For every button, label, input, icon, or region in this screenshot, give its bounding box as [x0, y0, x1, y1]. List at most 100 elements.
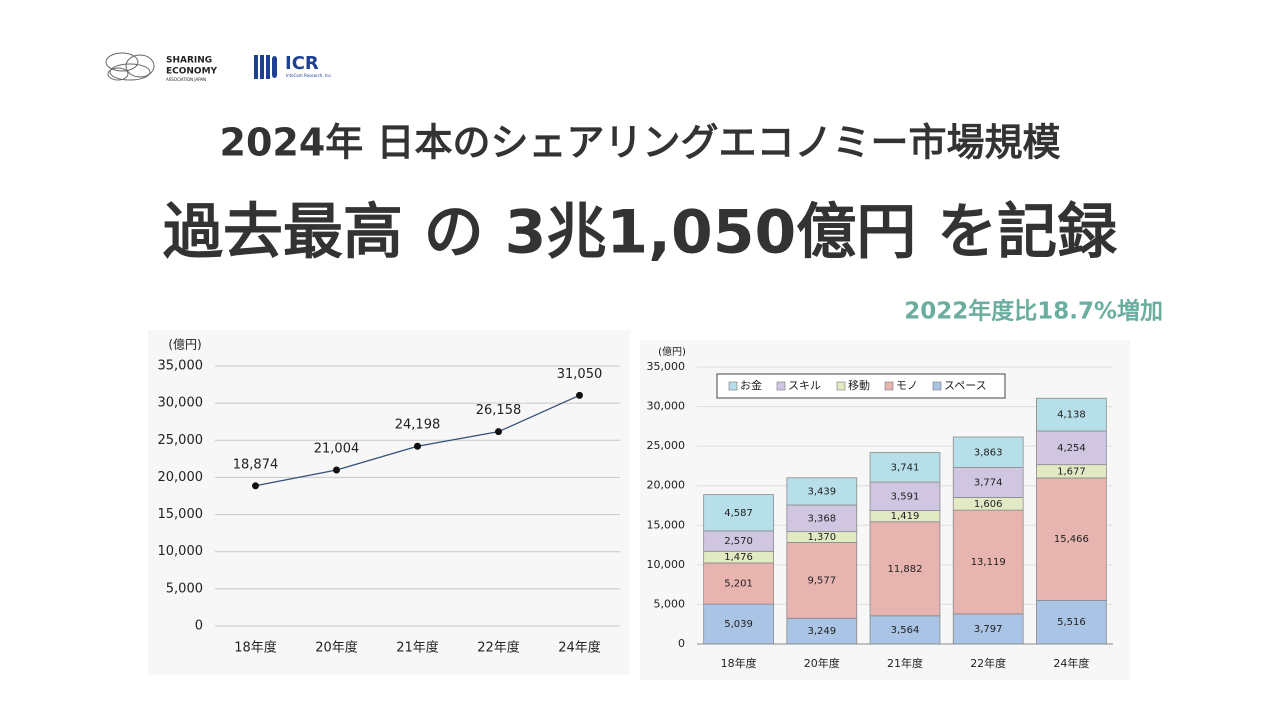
- x-tick-label: 18年度: [721, 656, 757, 670]
- legend-label: スキル: [788, 379, 821, 392]
- bar-segment: [703, 562, 774, 605]
- logo-icr-sub: InfoCom Research, Inc.: [286, 73, 332, 78]
- x-tick-label: 20年度: [315, 640, 358, 656]
- marker: [333, 466, 340, 474]
- data-label: 9,577: [807, 575, 836, 586]
- data-label: 3,741: [891, 462, 920, 473]
- x-tick-label: 22年度: [970, 656, 1006, 670]
- marker: [576, 391, 583, 399]
- data-label: 3,564: [891, 625, 920, 636]
- bar-segment: [952, 613, 1024, 645]
- bar-segment: [869, 452, 941, 483]
- legend-swatch: [884, 381, 894, 391]
- legend-label: モノ: [896, 379, 918, 392]
- y-tick-label: 20,000: [158, 470, 204, 485]
- bar-segment: [703, 494, 774, 532]
- logo-text: ECONOMY: [166, 67, 218, 77]
- logo-icr: ICR: [285, 53, 319, 74]
- data-label: 3,439: [807, 486, 836, 497]
- y-tick-label: 5,000: [166, 581, 203, 596]
- data-label: 4,138: [1057, 410, 1086, 421]
- bar-segment: [869, 521, 941, 617]
- bar-segment: [1036, 397, 1107, 432]
- y-tick-label: 0: [678, 637, 685, 650]
- y-tick-label: 10,000: [647, 558, 686, 571]
- data-label: 1,419: [891, 511, 920, 522]
- legend-box: [716, 373, 1006, 399]
- data-label: 3,591: [891, 491, 920, 502]
- bar-segment: [869, 615, 941, 645]
- bar-segment: [786, 504, 858, 533]
- data-label: 3,797: [974, 624, 1003, 635]
- logo-text: ASSOCIATION JAPAN: [166, 77, 206, 82]
- logo-sharing-economy: [105, 52, 155, 81]
- bar-segment: [1036, 477, 1107, 601]
- y-axis-label: (億円): [168, 338, 201, 352]
- y-axis-label: (億円): [658, 345, 686, 358]
- data-label: 26,158: [476, 403, 522, 418]
- data-label: 3,774: [974, 477, 1003, 488]
- data-label: 3,863: [974, 447, 1003, 458]
- y-tick-label: 10,000: [158, 544, 204, 559]
- legend-swatch: [932, 381, 942, 391]
- legend-label: お金: [740, 378, 762, 392]
- y-tick-label: 30,000: [158, 396, 204, 411]
- chart-background: [148, 330, 630, 675]
- data-label: 1,606: [974, 499, 1003, 510]
- y-tick-label: 35,000: [158, 359, 204, 374]
- y-tick-label: 25,000: [158, 433, 204, 448]
- bar-segment: [869, 481, 941, 511]
- x-tick-label: 21年度: [396, 640, 439, 656]
- data-label: 24,198: [395, 418, 441, 433]
- data-label: 4,587: [724, 508, 753, 519]
- logo-icr-mark: [254, 55, 277, 79]
- data-label: 21,004: [314, 441, 360, 456]
- data-label: 1,370: [807, 532, 836, 543]
- y-tick-label: 30,000: [647, 400, 686, 413]
- x-tick-label: 18年度: [234, 640, 277, 656]
- y-tick-label: 5,000: [654, 597, 686, 610]
- headline: 過去最高 の 3兆1,050億円 を記録: [163, 198, 1118, 268]
- bar-segment: [1036, 599, 1107, 645]
- x-tick-label: 21年度: [887, 656, 923, 670]
- data-label: 3,368: [807, 513, 836, 524]
- x-tick-label: 20年度: [804, 656, 840, 670]
- bar-segment: [952, 509, 1024, 615]
- data-label: 5,201: [724, 579, 753, 590]
- legend-label: 移動: [848, 378, 870, 392]
- subtitle: 2022年度比18.7%増加: [904, 298, 1163, 325]
- bar-segment: [786, 617, 858, 645]
- data-label: 3,249: [807, 626, 836, 637]
- legend-swatch: [776, 381, 786, 391]
- data-label: 18,874: [233, 457, 279, 472]
- bar-segment: [786, 542, 858, 619]
- data-label: 2,570: [724, 536, 753, 547]
- y-tick-label: 15,000: [647, 518, 686, 531]
- bar-segment: [786, 477, 858, 506]
- title: 2024年 日本のシェアリングエコノミー市場規模: [220, 121, 1061, 165]
- y-tick-label: 35,000: [647, 360, 686, 373]
- legend-swatch: [728, 381, 738, 391]
- data-label: 13,119: [971, 557, 1006, 568]
- y-tick-label: 15,000: [158, 507, 204, 522]
- data-label: 4,254: [1057, 443, 1086, 454]
- data-label: 15,466: [1054, 534, 1089, 545]
- x-tick-label: 24年度: [558, 640, 601, 656]
- x-tick-label: 24年度: [1053, 656, 1089, 670]
- data-label: 31,050: [557, 367, 603, 382]
- data-label: 1,476: [724, 552, 753, 563]
- marker: [495, 428, 502, 436]
- logo-text: SHARING: [166, 56, 212, 66]
- legend-swatch: [836, 381, 846, 391]
- y-tick-label: 20,000: [647, 479, 686, 492]
- bar-segment: [952, 467, 1024, 498]
- y-tick-label: 0: [195, 619, 203, 634]
- bar-segment: [1036, 430, 1107, 466]
- marker: [414, 442, 421, 450]
- x-tick-label: 22年度: [477, 640, 520, 656]
- data-label: 11,882: [888, 564, 923, 575]
- data-label: 1,677: [1057, 466, 1086, 477]
- data-label: 5,039: [724, 619, 753, 630]
- legend-label: スペース: [944, 379, 987, 392]
